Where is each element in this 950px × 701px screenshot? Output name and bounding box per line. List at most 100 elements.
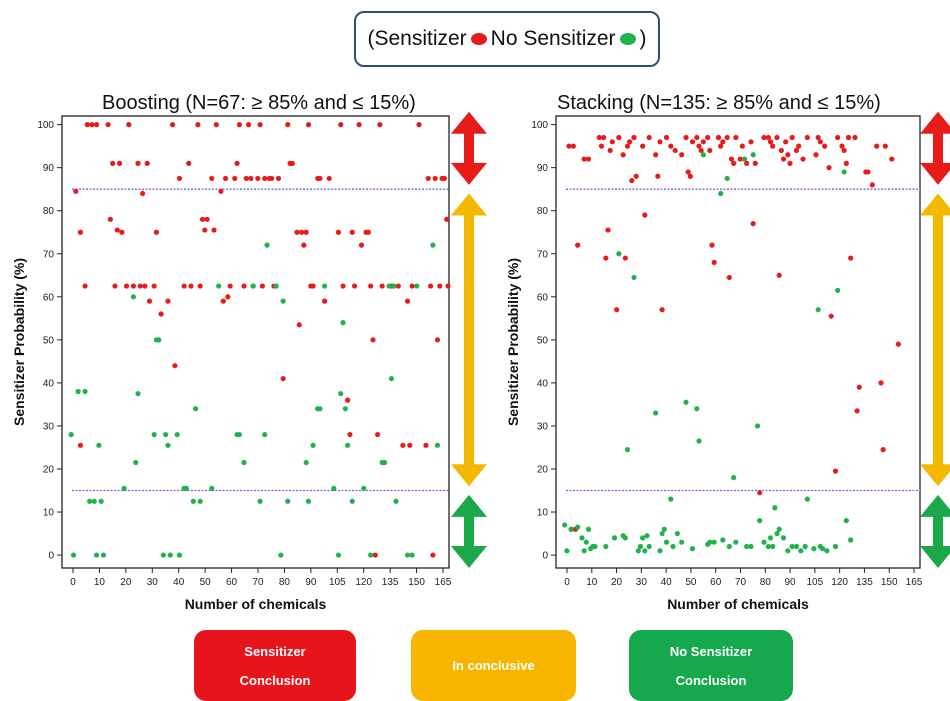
stacking-no-sensitizer-point <box>724 175 730 182</box>
boosting-sensitizer-point <box>303 229 309 235</box>
stacking-no-sensitizer-point <box>616 251 622 257</box>
stacking-xtick-label: 40 <box>661 577 673 588</box>
stacking-no-sensitizer-point <box>631 274 637 281</box>
stacking-no-sensitizer-point <box>767 535 774 541</box>
stacking-ytick-label: 20 <box>537 464 549 475</box>
stacking-no-sensitizer-point <box>720 537 726 543</box>
boosting-no-sensitizer-point <box>82 388 88 395</box>
boosting-no-sensitizer-point <box>257 498 263 504</box>
boosting-xtick-label: 80 <box>279 577 291 588</box>
stacking-sensitizer-point <box>895 341 901 347</box>
stacking-sensitizer-point <box>663 134 670 141</box>
stacking-no-sensitizer-point <box>841 169 847 175</box>
boosting-xtick-label: 30 <box>147 577 159 588</box>
boosting-sensitizer-point <box>245 122 252 128</box>
stacking-no-sensitizer-point <box>804 496 810 502</box>
boosting-no-sensitizer-point <box>190 498 196 504</box>
stacking-sensitizer-point <box>800 156 806 162</box>
boosting-sensitizer-point <box>82 283 88 289</box>
stacking-ytick-label: 90 <box>537 163 549 174</box>
boosting-sensitizer-point <box>236 122 242 128</box>
stacking-no-sensitizer-point <box>741 156 748 162</box>
boosting-no-sensitizer-point <box>340 320 346 326</box>
stacking-sensitizer-point <box>744 160 750 166</box>
boosting-no-sensitizer-point <box>165 442 171 448</box>
stacking-sensitizer-point <box>865 169 871 175</box>
legend-sensitizer-label: Sensitizer <box>374 27 467 50</box>
stacking-xtick-label: 70 <box>735 577 747 588</box>
legend-no-sensitizer-marker <box>619 33 636 45</box>
boosting-no-sensitizer-point <box>133 459 139 466</box>
stacking-no-sensitizer-point <box>772 505 778 511</box>
boosting-ytick-label: 40 <box>43 378 55 389</box>
stacking-sensitizer-point <box>622 255 628 261</box>
boosting-no-sensitizer-point <box>250 283 256 289</box>
stacking-no-sensitizer-point <box>765 543 771 550</box>
stacking-y-axis-label: Sensitizer Probability (%) <box>505 258 521 426</box>
stacking-no-sensitizer-point <box>731 475 737 481</box>
stacking-sensitizer-point <box>731 160 737 166</box>
stacking-sensitizer-point <box>748 139 754 145</box>
boosting-sensitizer-point <box>165 298 171 304</box>
sensitizer-conclusion-button[interactable]: Sensitizer Conclusion <box>194 630 356 701</box>
stacking-no-sensitizer-point <box>661 526 667 532</box>
boosting-sensitizer-point <box>425 175 431 182</box>
boosting-no-sensitizer-point <box>87 498 93 504</box>
stacking-sensitizer-point <box>570 143 576 149</box>
stacking-sensitizer-point <box>653 152 659 158</box>
boosting-sensitizer-point <box>416 122 422 128</box>
stacking-xtick-label: 150 <box>881 577 898 588</box>
boosting-sensitizer-point <box>338 122 344 128</box>
stacking-sensitizer-point <box>822 143 828 149</box>
stacking-sensitizer-point <box>616 134 622 141</box>
stacking-sensitizer-point <box>679 152 685 158</box>
boosting-sensitizer-point <box>275 175 282 182</box>
boosting-sensitizer-point <box>232 175 238 182</box>
boosting-sensitizer-point <box>404 298 411 304</box>
boosting-no-sensitizer-point <box>121 485 127 491</box>
stacking-sensitizer-point <box>642 212 648 218</box>
boosting-sensitizer-point <box>114 227 120 233</box>
boosting-ytick-label: 70 <box>43 249 55 260</box>
stacking-sensitizer-point <box>724 134 730 141</box>
boosting-sensitizer-point <box>140 190 146 197</box>
stacking-sensitizer-point <box>839 143 845 149</box>
boosting-no-sensitizer-point <box>430 242 436 248</box>
boosting-sensitizer-point <box>243 175 249 182</box>
boosting-no-sensitizer-point <box>151 431 157 438</box>
stacking-no-sensitizer-point <box>659 530 665 537</box>
stacking-sensitizer-point <box>718 143 724 149</box>
legend-close-paren: ) <box>639 27 647 50</box>
stacking-no-sensitizer-point <box>568 526 574 532</box>
inconclusive-button[interactable]: In conclusive <box>411 630 576 701</box>
stacking-sensitizer-point <box>603 255 609 261</box>
boosting-no-sensitizer-point <box>100 552 107 558</box>
boosting-sensitizer-point <box>176 175 183 182</box>
no-sensitizer-conclusion-button[interactable]: No Sensitizer Conclusion <box>629 630 793 701</box>
boosting-ytick-label: 80 <box>43 206 55 217</box>
boosting-sensitizer-point <box>289 160 295 166</box>
boosting-xtick-label: 10 <box>94 577 106 588</box>
boosting-xtick-label: 120 <box>355 577 372 588</box>
stacking-no-sensitizer-point <box>562 522 568 528</box>
stacking-no-sensitizer-point <box>653 410 659 416</box>
boosting-no-sensitizer-point <box>349 498 355 504</box>
boosting-sensitizer-point <box>77 442 84 448</box>
boosting-sensitizer-point <box>225 294 231 300</box>
stacking-sensitizer-point <box>726 274 732 281</box>
boosting-sensitizer-point <box>365 229 371 235</box>
stacking-no-sensitizer-point <box>789 543 795 550</box>
stacking-no-sensitizer-point <box>635 548 641 554</box>
boosting-sensitizer-point <box>153 229 160 235</box>
legend-no-sensitizer-label: No Sensitizer <box>490 27 616 50</box>
stacking-no-sensitizer-point <box>637 543 644 550</box>
stacking-xtick-label: 120 <box>831 577 848 588</box>
stacking-no-sensitizer-point <box>581 548 587 554</box>
boosting-sensitizer-point <box>310 283 316 289</box>
sensitizer-conclusion-line2: Conclusion <box>239 672 311 688</box>
stacking-sensitizer-point <box>785 152 791 158</box>
stacking-no-sensitizer-point <box>646 543 652 550</box>
boosting-sensitizer-point <box>262 175 268 182</box>
boosting-no-sensitizer-point <box>93 552 100 558</box>
stacking-xtick-label: 135 <box>856 577 873 588</box>
